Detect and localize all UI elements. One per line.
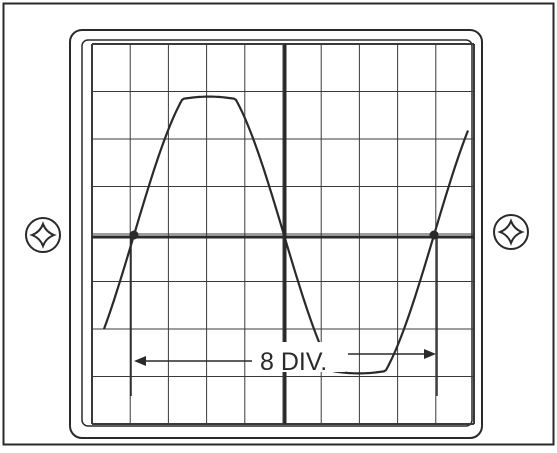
right-crossing-dot [429,230,439,240]
left-measure-arrow [134,356,252,366]
measurement-label-mask [257,342,345,372]
left-crossing-dot [129,230,139,240]
graticule-grid [91,43,475,425]
right-measure-arrow [348,349,436,359]
sine-waveform-trace [102,95,470,375]
screen-frame-outer [69,29,483,439]
left-mounting-screw-icon [25,217,61,253]
right-mounting-screw-icon [493,214,529,250]
measurement-label: 8 DIV. [260,348,327,376]
outer-bezel [2,2,555,446]
screen-frame-inner [81,39,473,427]
